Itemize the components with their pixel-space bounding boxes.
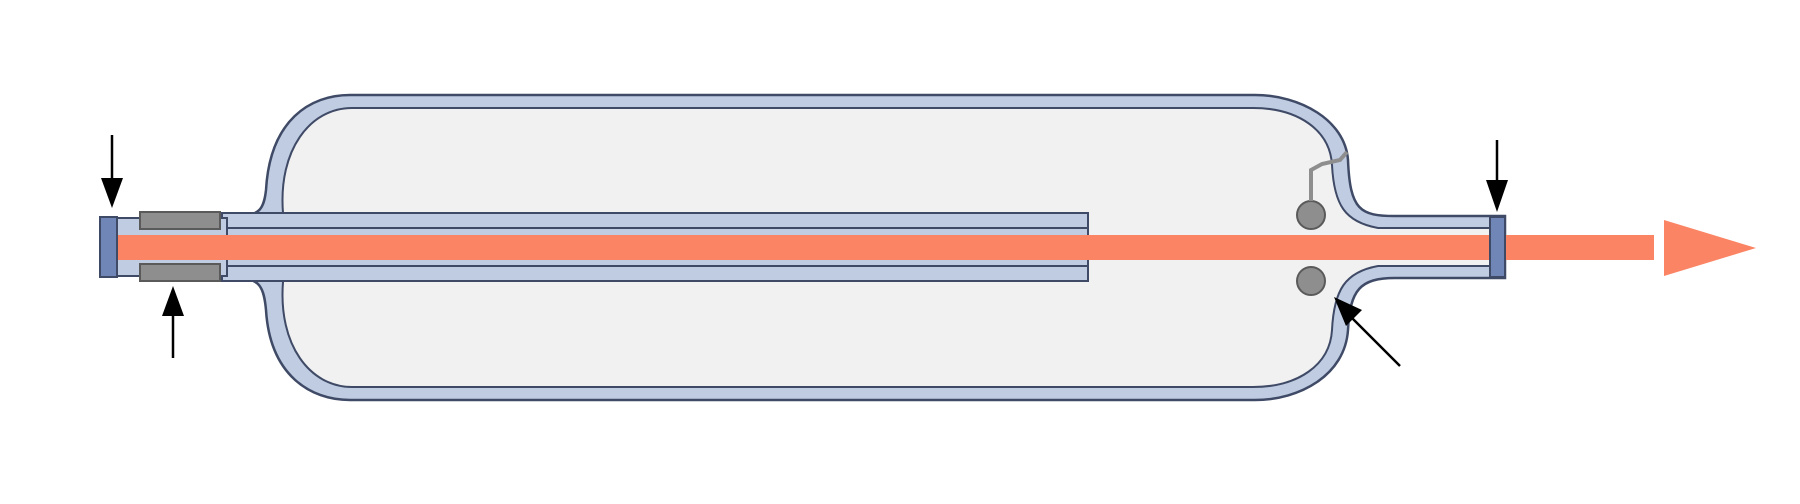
callout-arrow-left-top xyxy=(101,135,123,208)
bore-lower-wall xyxy=(221,265,1089,282)
bore-upper-wall xyxy=(221,212,1089,229)
getter-ball-lower xyxy=(1296,266,1326,296)
envelope-interior xyxy=(281,107,1501,388)
callout-arrow-left-bottom xyxy=(162,286,184,358)
laser-beam-body xyxy=(114,235,1654,260)
cathode-upper xyxy=(139,211,221,230)
left-end-window xyxy=(99,216,118,278)
right-end-window xyxy=(1489,216,1506,278)
getter-wire xyxy=(1309,150,1349,201)
cathode-lower xyxy=(139,263,221,282)
callout-arrow-right-top xyxy=(1486,140,1508,212)
laser-beam-arrowhead xyxy=(1664,220,1756,276)
callout-arrow-getter xyxy=(1334,297,1401,367)
getter-ball-upper xyxy=(1296,200,1326,230)
